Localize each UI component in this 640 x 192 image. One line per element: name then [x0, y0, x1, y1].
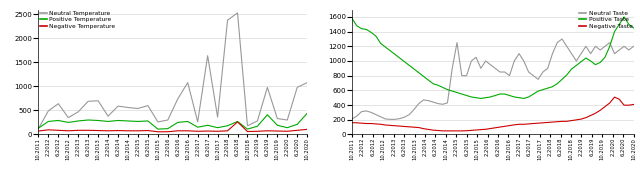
Legend: Neutral Temperature, Positive Temperature, Negative Temperature: Neutral Temperature, Positive Temperatur…	[40, 11, 115, 29]
Legend: Neutral Taste, Positive Taste, Negative Taste: Neutral Taste, Positive Taste, Negative …	[579, 11, 632, 29]
